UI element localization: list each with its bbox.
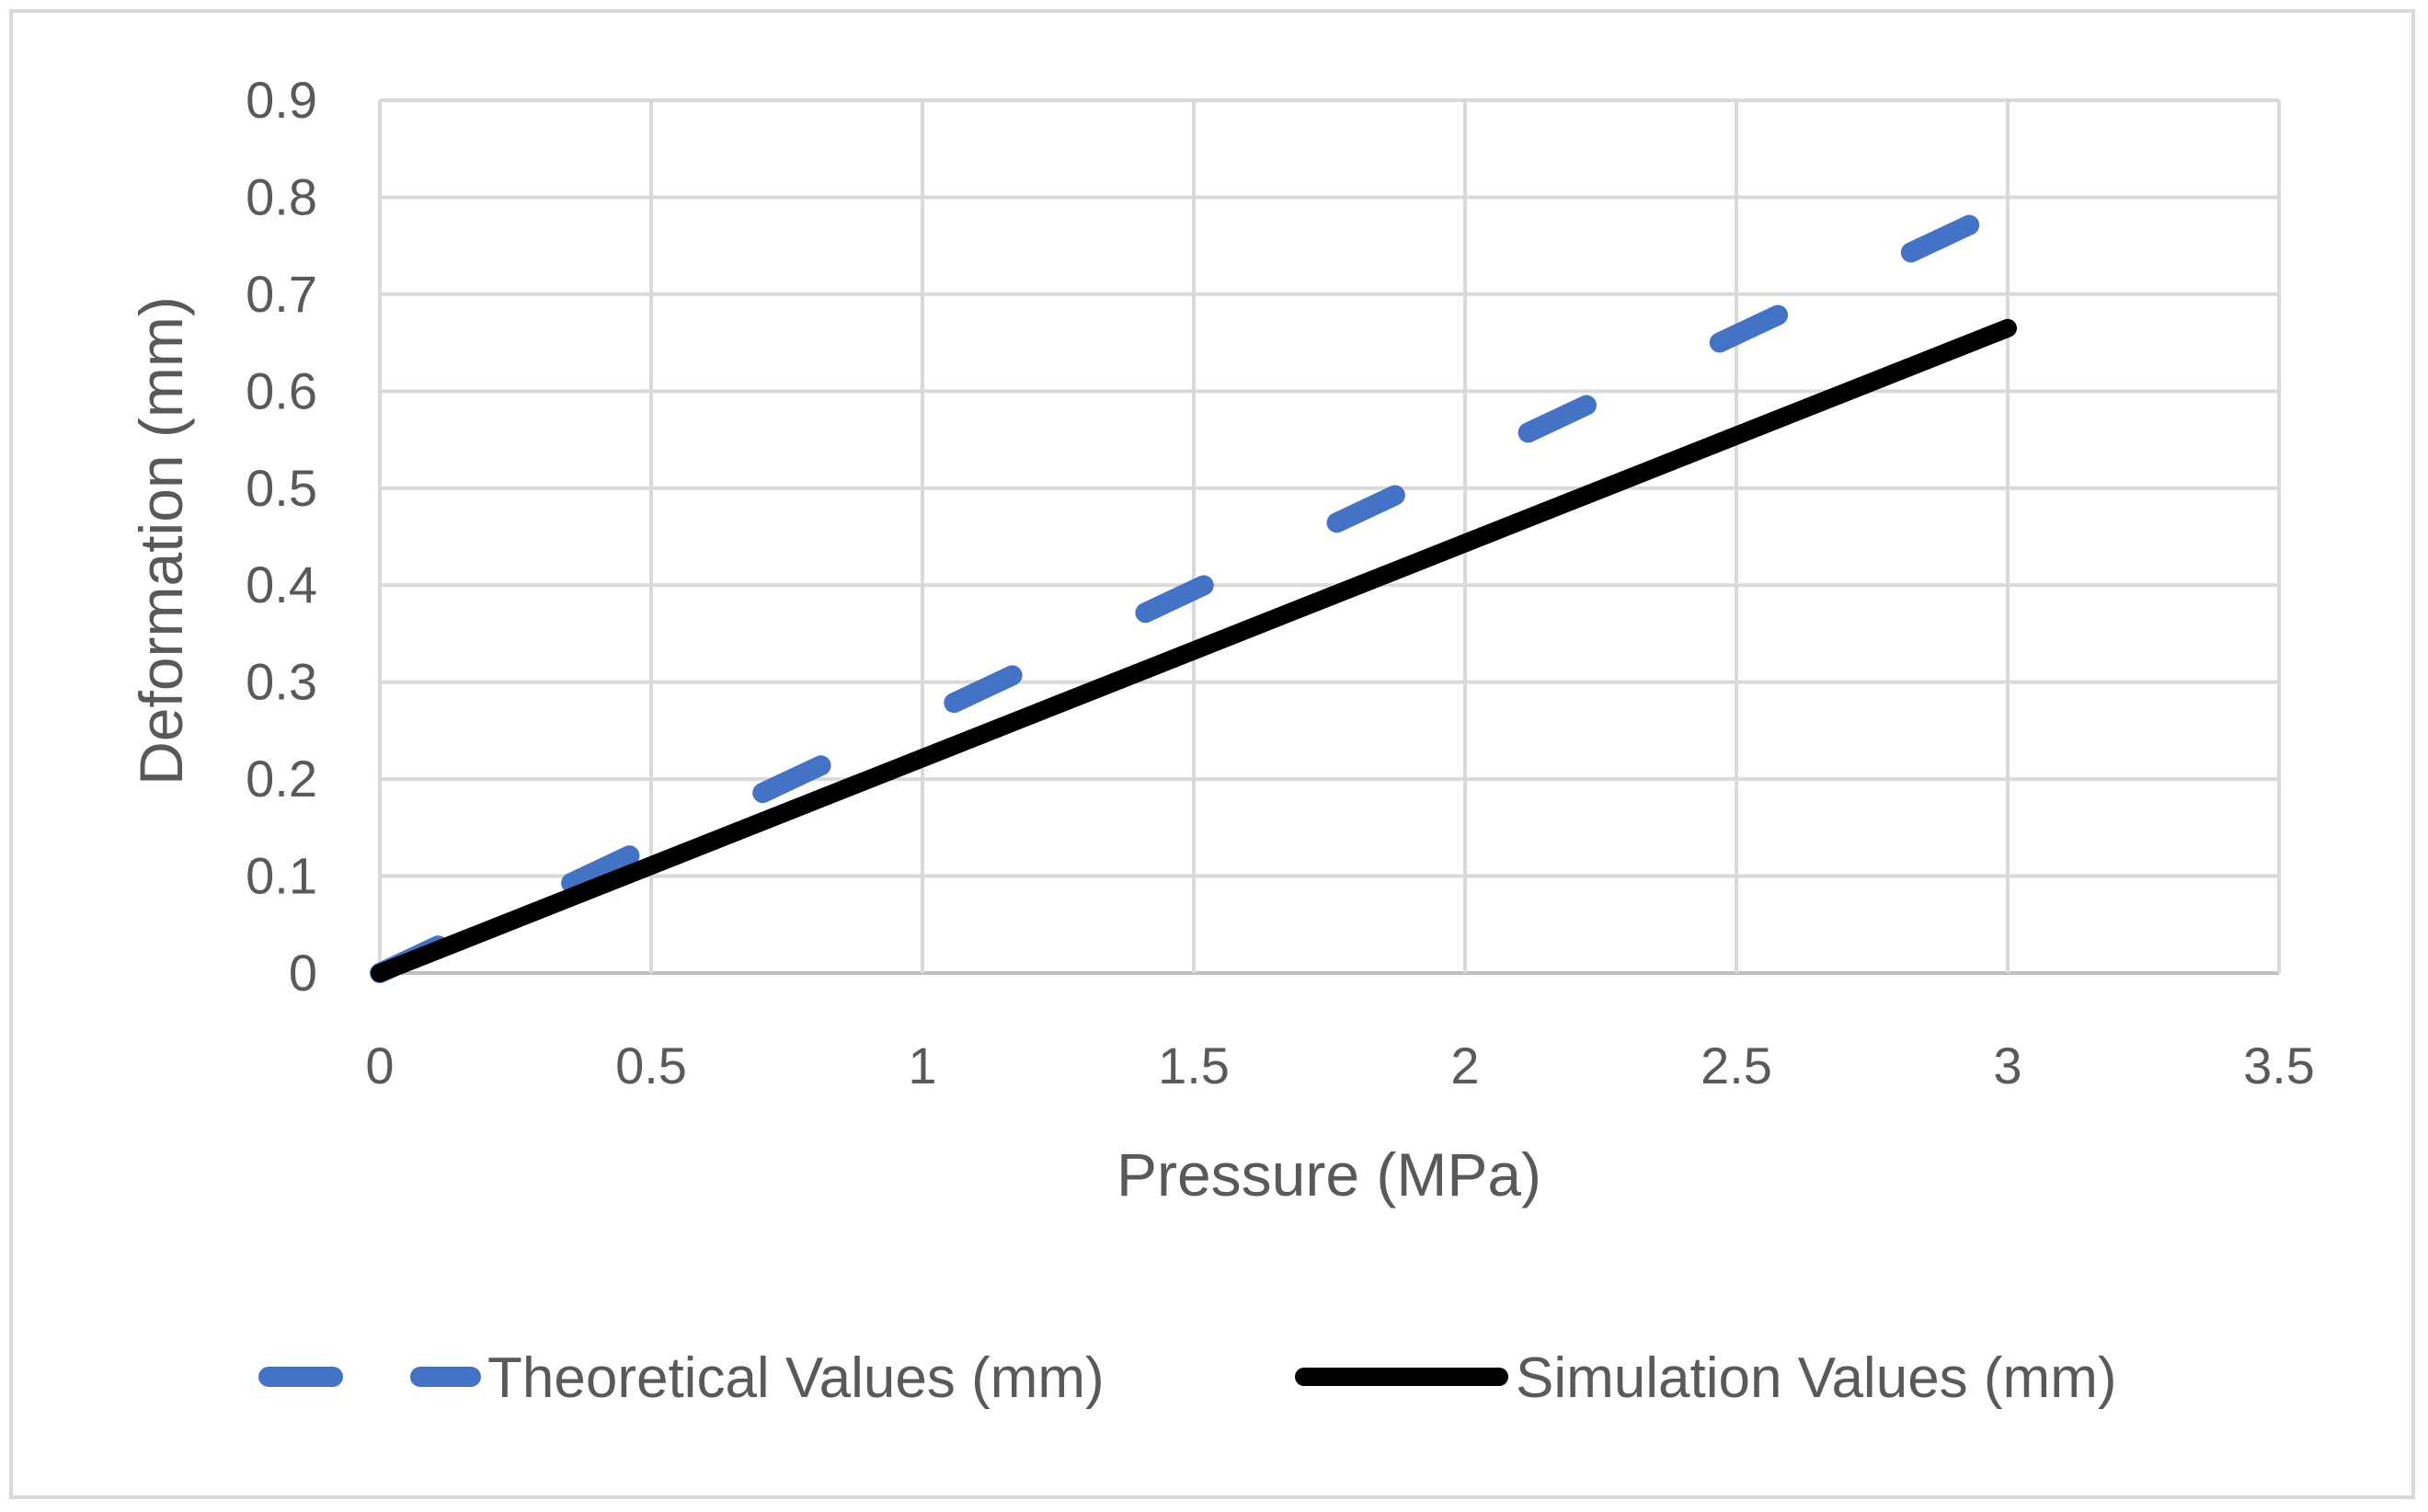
x-tick-label: 2.5 [1701,1037,1772,1094]
x-tick-label: 3.5 [2243,1037,2315,1094]
x-tick-label: 0.5 [615,1037,687,1094]
chart-frame [9,9,2415,1499]
y-tick-label: 0 [289,944,317,1002]
y-tick-label: 0.5 [246,459,317,517]
y-axis-title: Deformation (mm) [127,296,195,785]
y-tick-label: 0.3 [246,653,317,711]
x-tick-label: 2 [1450,1037,1479,1094]
grid [378,98,2281,975]
x-tick-label: 1.5 [1158,1037,1230,1094]
y-tick-label: 0.9 [246,71,317,129]
simulation-series-line [371,318,2017,982]
legend: Theoretical Values (mm) Simulation Values… [258,1346,2116,1410]
y-tick-labels: 0 0.1 0.2 0.3 0.4 0.5 0.6 0.7 0.8 0.9 [246,71,317,1002]
legend-label: Simulation Values (mm) [1516,1346,2116,1410]
y-tick-label: 0.7 [246,265,317,323]
y-tick-label: 0.2 [246,750,317,808]
theoretical-series-line [370,196,2018,983]
y-tick-label: 0.1 [246,847,317,905]
x-tick-label: 0 [365,1037,394,1094]
y-tick-label: 0.4 [246,556,317,613]
x-tick-labels: 0 0.5 1 1.5 2 2.5 3 3.5 [365,1037,2315,1094]
x-tick-label: 1 [908,1037,936,1094]
y-tick-label: 0.8 [246,167,317,225]
series-lines [370,196,2018,983]
x-axis-title: Pressure (MPa) [1117,1140,1541,1208]
x-tick-label: 3 [1993,1037,2021,1094]
legend-label: Theoretical Values (mm) [487,1346,1105,1410]
y-tick-label: 0.6 [246,361,317,419]
